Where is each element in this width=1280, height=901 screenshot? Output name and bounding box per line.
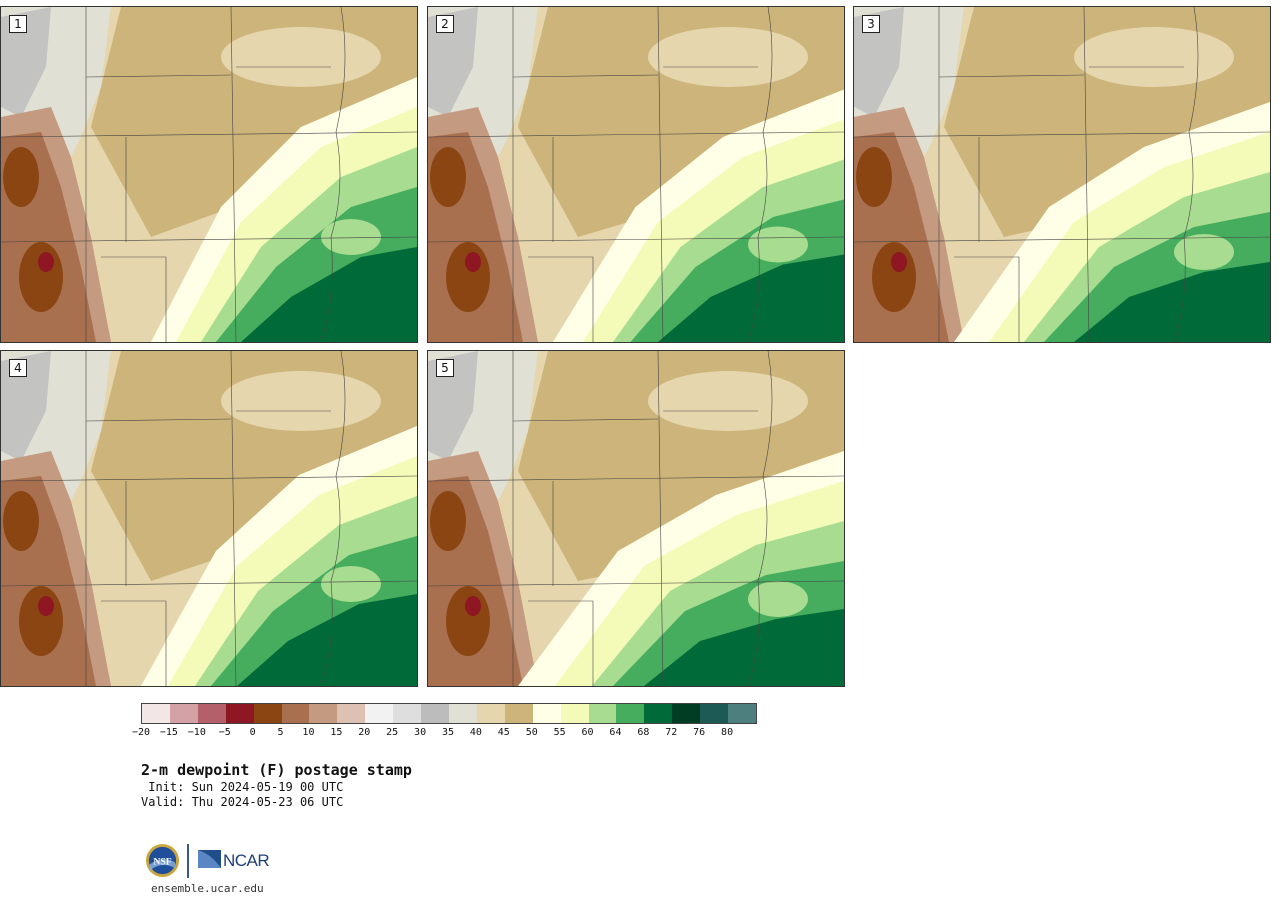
site-url: ensemble.ucar.edu — [151, 882, 264, 895]
colorbar-tick-label: 80 — [721, 727, 734, 738]
colorbar-swatch — [448, 704, 477, 723]
colorbar-swatch — [225, 704, 254, 723]
colorbar-tick-label: 25 — [386, 727, 399, 738]
colorbar-swatch — [672, 704, 701, 723]
panel-number-label: 2 — [436, 15, 454, 33]
colorbar-tick-label: 72 — [665, 727, 678, 738]
svg-text:NSF: NSF — [153, 856, 171, 867]
colorbar-tick-label: −5 — [218, 727, 231, 738]
sponsor-logos: NSF NCAR — [145, 843, 285, 879]
valid-time: Valid: Thu 2024-05-23 06 UTC — [141, 795, 344, 809]
colorbar-swatch — [421, 704, 449, 723]
colorbar-tick-label: −20 — [131, 727, 151, 738]
dewpoint-map-5 — [428, 351, 844, 686]
colorbar-tick-label: 76 — [693, 727, 706, 738]
panel-number-label: 3 — [862, 15, 880, 33]
colorbar-swatch — [504, 704, 533, 723]
colorbar-swatch — [616, 704, 645, 723]
colorbar-swatch — [588, 704, 617, 723]
colorbar-tick-label: 0 — [249, 727, 256, 738]
init-time: Init: Sun 2024-05-19 00 UTC — [141, 780, 344, 794]
colorbar-tick-label: 30 — [414, 727, 427, 738]
colorbar-tick-label: 35 — [441, 727, 455, 738]
colorbar-tick-label: 55 — [553, 727, 566, 738]
map-panel-5: 5 — [427, 350, 845, 687]
ncar-logo-text: NCAR — [223, 851, 270, 870]
map-panel-3: 3 — [853, 6, 1271, 343]
colorbar-tick-label: 5 — [277, 727, 284, 738]
dewpoint-map-2 — [428, 7, 844, 342]
map-panel-1: 1 — [0, 6, 418, 343]
colorbar-swatch — [560, 704, 589, 723]
colorbar-swatch — [309, 704, 338, 723]
dewpoint-colorbar — [141, 703, 757, 724]
colorbar-swatch — [253, 704, 282, 723]
colorbar-tick-labels: −20 −15 −10 −5 0 5 10 15 20 25 30 35 40 45 50 55 60 64 68 7… — [132, 727, 781, 741]
colorbar-tick-label: 60 — [581, 727, 594, 738]
colorbar-swatch — [476, 704, 505, 723]
colorbar-swatch — [393, 704, 422, 723]
figure-title: 2-m dewpoint (F) postage stamp — [141, 761, 412, 779]
colorbar-tick-label: −10 — [187, 727, 206, 738]
dewpoint-map-1 — [1, 7, 417, 342]
map-panel-4: 4 — [0, 350, 418, 687]
colorbar-swatch — [644, 704, 673, 723]
colorbar-swatch — [169, 704, 198, 723]
map-panel-2: 2 — [427, 6, 845, 343]
nsf-logo-icon: NSF — [145, 843, 180, 878]
colorbar-tick-label: 15 — [330, 727, 343, 738]
panel-number-label: 1 — [9, 15, 27, 33]
colorbar-tick-label: −15 — [159, 727, 178, 738]
colorbar-tick-label: 68 — [637, 727, 650, 738]
colorbar-swatch — [700, 704, 729, 723]
colorbar-tick-label: 20 — [358, 727, 371, 738]
colorbar-tick-label: 50 — [525, 727, 538, 738]
panel-number-label: 5 — [436, 359, 454, 377]
panel-number-label: 4 — [9, 359, 27, 377]
colorbar-tick-label: 10 — [302, 727, 315, 738]
logo-divider — [187, 844, 189, 878]
colorbar-swatch — [728, 704, 756, 723]
colorbar-tick-label: 40 — [469, 727, 482, 738]
colorbar-swatch — [142, 704, 170, 723]
ncar-logo-icon — [198, 850, 221, 868]
colorbar-swatch — [532, 704, 561, 723]
colorbar-swatch — [197, 704, 226, 723]
dewpoint-map-3 — [854, 7, 1270, 342]
colorbar-tick-label: 64 — [609, 727, 622, 738]
colorbar-swatch — [281, 704, 310, 723]
colorbar-swatch — [337, 704, 366, 723]
dewpoint-map-4 — [1, 351, 417, 686]
colorbar-swatch — [365, 704, 394, 723]
colorbar-tick-label: 45 — [497, 727, 510, 738]
